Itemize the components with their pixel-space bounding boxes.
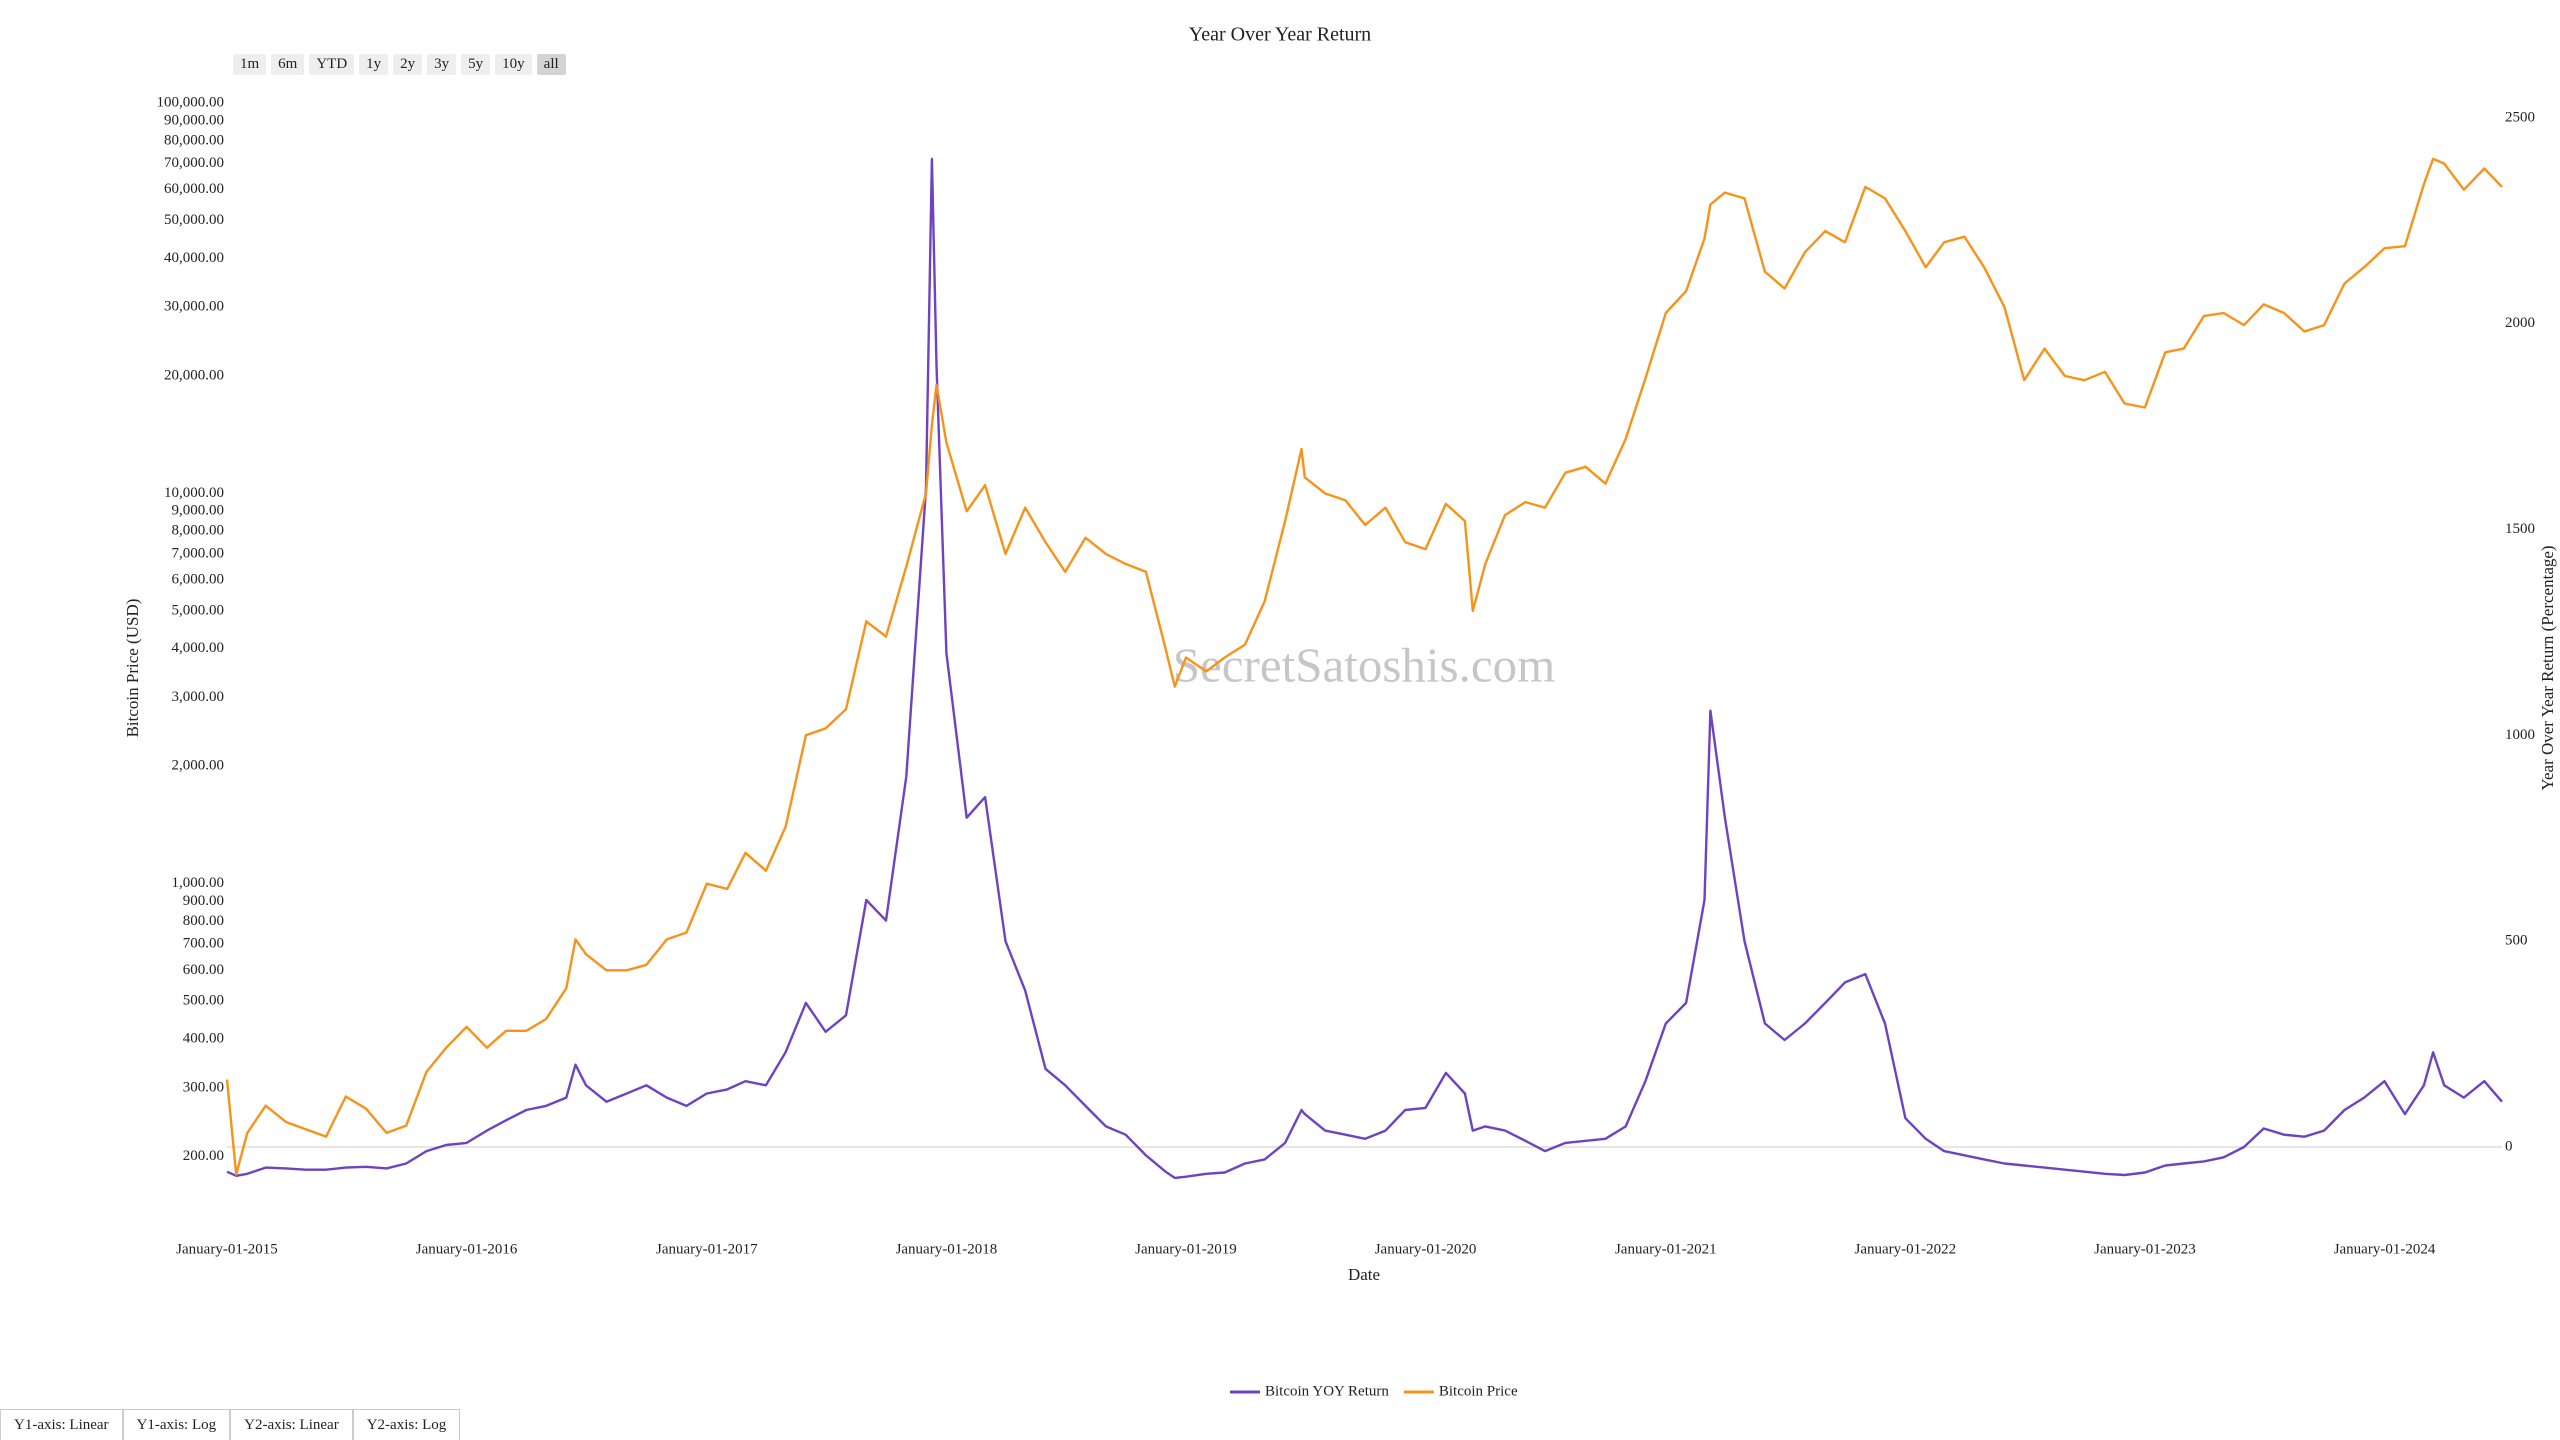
legend: Bitcoin YOY Return Bitcoin Price bbox=[1230, 1383, 1518, 1399]
range-button[interactable]: 1y bbox=[359, 54, 389, 75]
legend-item[interactable]: Bitcoin YOY Return bbox=[1230, 1383, 1389, 1399]
range-button[interactable]: YTD bbox=[309, 54, 355, 75]
y2-tick-label: 2000 bbox=[2505, 315, 2535, 331]
y-tick-label: 5,000.00 bbox=[172, 602, 225, 618]
y-tick-label: 6,000.00 bbox=[172, 571, 225, 587]
axis-scale-button[interactable]: Y1-axis: Log bbox=[122, 1409, 231, 1440]
x-tick-label: January-01-2018 bbox=[896, 1241, 998, 1257]
x-tick-label: January-01-2020 bbox=[1375, 1241, 1477, 1257]
range-button[interactable]: 3y bbox=[427, 54, 457, 75]
range-button[interactable]: 5y bbox=[461, 54, 491, 75]
x-tick-label: January-01-2016 bbox=[416, 1241, 518, 1257]
y2-tick-label: 500 bbox=[2505, 933, 2528, 949]
y-tick-label: 100,000.00 bbox=[157, 95, 225, 111]
x-tick-label: January-01-2019 bbox=[1135, 1241, 1237, 1257]
y-axis-title: Bitcoin Price (USD) bbox=[123, 599, 142, 738]
axis-scale-button[interactable]: Y1-axis: Linear bbox=[0, 1409, 123, 1440]
y-tick-label: 500.00 bbox=[183, 993, 224, 1009]
y-tick-label: 30,000.00 bbox=[164, 299, 224, 315]
y-tick-label: 300.00 bbox=[183, 1079, 224, 1095]
y-tick-label: 4,000.00 bbox=[172, 640, 225, 656]
chart-title: Year Over Year Return bbox=[1189, 24, 1371, 46]
y2-axis-title: Year Over Year Return (Percentage) bbox=[2538, 545, 2557, 790]
legend-label: Bitcoin Price bbox=[1439, 1383, 1518, 1399]
legend-item[interactable]: Bitcoin Price bbox=[1403, 1383, 1518, 1399]
x-tick-label: January-01-2023 bbox=[2094, 1241, 2196, 1257]
range-button[interactable]: all bbox=[536, 54, 566, 75]
y-tick-label: 50,000.00 bbox=[164, 212, 224, 228]
y2-tick-label: 1000 bbox=[2505, 727, 2535, 743]
y-tick-label: 10,000.00 bbox=[164, 485, 224, 501]
series-line bbox=[225, 157, 2503, 1176]
y-tick-label: 600.00 bbox=[183, 962, 224, 978]
y-tick-label: 800.00 bbox=[183, 913, 224, 929]
x-tick-label: January-01-2022 bbox=[1855, 1241, 1957, 1257]
axis-buttons: Y1-axis: Linear Y1-axis: Log Y2-axis: Line… bbox=[0, 1409, 461, 1440]
y-tick-label: 8,000.00 bbox=[172, 523, 225, 539]
y-tick-label: 90,000.00 bbox=[164, 112, 224, 128]
range-button[interactable]: 2y bbox=[393, 54, 423, 75]
series-line bbox=[226, 157, 2503, 1180]
y2-tick-label: 1500 bbox=[2505, 521, 2535, 537]
y-tick-label: 70,000.00 bbox=[164, 155, 224, 171]
y-tick-label: 2,000.00 bbox=[172, 758, 225, 774]
y-tick-label: 400.00 bbox=[183, 1030, 224, 1046]
y-tick-label: 80,000.00 bbox=[164, 132, 224, 148]
axis-scale-button[interactable]: Y2-axis: Linear bbox=[230, 1409, 353, 1440]
y-tick-label: 900.00 bbox=[183, 893, 224, 909]
watermark: SecretSatoshis.com bbox=[1173, 637, 1555, 692]
axis-scale-button[interactable]: Y2-axis: Log bbox=[352, 1409, 461, 1440]
y-tick-label: 700.00 bbox=[183, 936, 224, 952]
y-tick-label: 20,000.00 bbox=[164, 367, 224, 383]
x-axis-title: Date bbox=[1348, 1265, 1380, 1284]
y-tick-label: 7,000.00 bbox=[172, 545, 225, 561]
range-button[interactable]: 6m bbox=[271, 54, 305, 75]
y2-tick-label: 0 bbox=[2505, 1138, 2513, 1154]
x-tick-label: January-01-2015 bbox=[176, 1241, 278, 1257]
x-tick-label: January-01-2021 bbox=[1615, 1241, 1717, 1257]
x-tick-label: January-01-2017 bbox=[656, 1241, 758, 1257]
range-button[interactable]: 1m bbox=[233, 54, 267, 75]
y-tick-label: 9,000.00 bbox=[172, 503, 225, 519]
y2-tick-label: 2500 bbox=[2505, 109, 2535, 125]
range-button[interactable]: 10y bbox=[495, 54, 532, 75]
y-tick-label: 200.00 bbox=[183, 1148, 224, 1164]
y-tick-label: 60,000.00 bbox=[164, 181, 224, 197]
legend-label: Bitcoin YOY Return bbox=[1265, 1383, 1389, 1399]
range-selector: 1m 6m YTD 1y 2y 3y 5y 10y all bbox=[233, 54, 566, 75]
x-tick-label: January-01-2024 bbox=[2334, 1241, 2436, 1257]
y-tick-label: 3,000.00 bbox=[172, 689, 225, 705]
y-tick-label: 40,000.00 bbox=[164, 250, 224, 266]
y-tick-label: 1,000.00 bbox=[172, 875, 225, 891]
